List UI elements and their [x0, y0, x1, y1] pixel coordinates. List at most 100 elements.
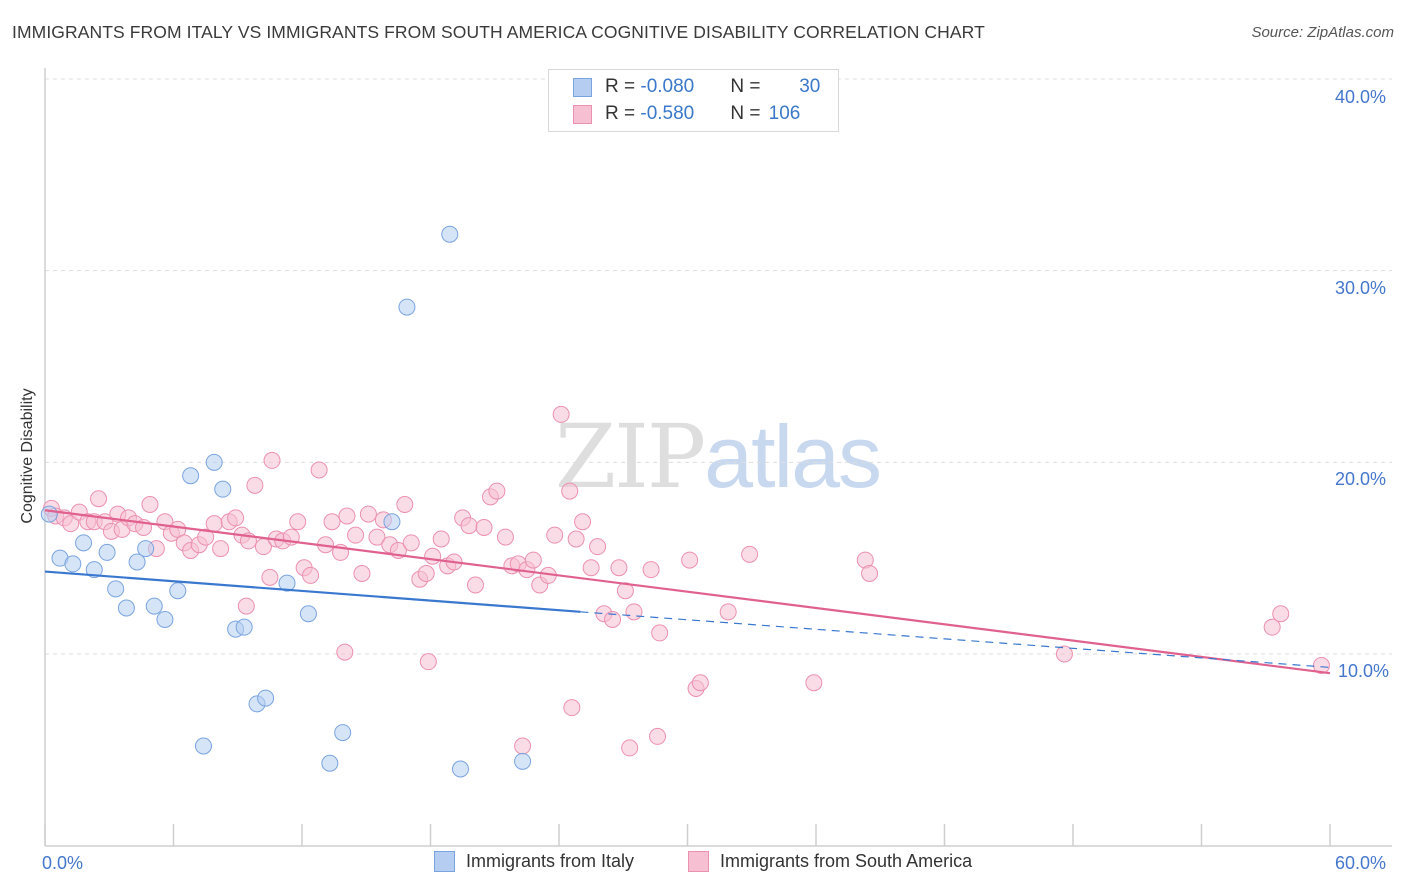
watermark: ZIPatlas — [555, 405, 882, 508]
legend-n-value-south-america: 106 — [768, 103, 801, 124]
legend-row-italy: R = -0.080 N = 30 — [573, 74, 820, 100]
legend-r-value-south-america: -0.580 — [640, 103, 695, 124]
italy-point — [75, 534, 93, 552]
italy-point — [383, 513, 401, 531]
italy-point — [128, 553, 146, 571]
italy-point — [441, 225, 459, 243]
south-america-point — [402, 534, 420, 552]
south-america-point — [353, 565, 371, 582]
y-tick-20: 20.0% — [1335, 469, 1387, 489]
y-tick-40: 40.0% — [1335, 87, 1387, 107]
x-tick-right: 60.0% — [1335, 853, 1387, 873]
legend-r-label: R = — [605, 76, 641, 97]
south-america-point — [310, 461, 328, 479]
legend-swatch-italy — [573, 77, 592, 97]
south-america-point — [649, 727, 667, 745]
south-america-point — [1272, 605, 1290, 623]
italy-point — [194, 737, 212, 755]
south-america-point — [347, 526, 365, 544]
south-america-point — [396, 496, 414, 513]
south-america-point — [359, 505, 377, 523]
italy-point — [278, 574, 296, 592]
italy-point — [205, 453, 223, 471]
south-america-point — [227, 509, 245, 527]
watermark-atlas: atlas — [704, 407, 882, 506]
italy-point — [299, 605, 317, 623]
south-america-point — [582, 559, 600, 577]
south-america-point — [302, 566, 320, 584]
x-tick-left: 0.0% — [42, 853, 84, 873]
y-tick-10: 10.0% — [1338, 661, 1390, 681]
south-america-point — [1312, 657, 1330, 674]
italy-point — [398, 298, 416, 316]
bottom-legend-label-italy: Immigrants from Italy — [466, 851, 635, 871]
south-america-point — [524, 551, 542, 569]
y-tick-30: 30.0% — [1335, 278, 1387, 298]
south-america-point — [604, 611, 622, 628]
italy-point — [156, 611, 174, 628]
south-america-point — [741, 545, 759, 563]
south-america-point — [237, 597, 255, 615]
south-america-trend-line — [44, 509, 1331, 675]
south-america-point — [289, 513, 307, 531]
legend-n-value-italy: 30 — [799, 76, 821, 97]
south-america-point — [466, 576, 484, 594]
trend-lines — [44, 509, 1331, 675]
south-america-point — [625, 603, 643, 621]
south-america-point — [323, 513, 341, 531]
italy-point — [85, 561, 103, 579]
legend-n-label: N = — [730, 76, 766, 97]
south-america-point — [805, 674, 823, 692]
south-america-point — [610, 559, 628, 577]
italy-point — [334, 724, 352, 742]
italy-point — [137, 540, 155, 558]
italy-point — [145, 597, 163, 615]
italy-point — [64, 555, 82, 573]
legend-row-south-america: R = -0.580 N = 106 — [573, 101, 800, 127]
italy-trend-line — [44, 570, 581, 613]
italy-point — [451, 760, 469, 778]
south-america-point — [417, 565, 435, 582]
italy-point — [321, 754, 339, 772]
chart-title: IMMIGRANTS FROM ITALY VS IMMIGRANTS FROM… — [12, 22, 985, 42]
legend-swatch-south-america — [573, 104, 592, 124]
south-america-point — [514, 737, 532, 755]
south-america-point — [574, 513, 592, 531]
south-america-point — [212, 540, 230, 558]
italy-point — [117, 599, 135, 617]
legend: R = -0.080 N = 30 R = -0.580 N = 106 — [548, 69, 839, 132]
south-america-point — [338, 507, 356, 525]
south-america-point — [561, 482, 579, 500]
italy-point — [257, 689, 275, 707]
legend-r-label: R = — [605, 103, 641, 124]
legend-n-label: N = — [730, 103, 766, 124]
watermark-zip: ZIP — [555, 405, 706, 508]
south-america-point — [62, 515, 80, 533]
bottom-legend-swatch-italy — [434, 851, 455, 872]
south-america-point — [1055, 645, 1073, 663]
south-america-point — [546, 526, 564, 544]
south-america-point — [488, 482, 506, 500]
south-america-point — [861, 565, 879, 582]
italy-point — [514, 752, 532, 770]
south-america-point — [1263, 618, 1281, 636]
italy-point — [98, 543, 116, 561]
south-america-point — [419, 653, 437, 671]
grid-lines — [45, 78, 1392, 655]
bottom-legend-italy: Immigrants from Italy — [434, 851, 634, 872]
south-america-point — [460, 517, 478, 535]
south-america-point — [261, 568, 279, 586]
south-america-point — [719, 603, 737, 621]
south-america-point — [563, 699, 581, 717]
italy-point — [182, 467, 200, 485]
south-america-point — [424, 547, 442, 565]
south-america-point — [197, 528, 215, 546]
south-america-points — [42, 405, 1330, 757]
bottom-legend-swatch-south-america — [688, 851, 709, 872]
bottom-legend-label-south-america: Immigrants from South America — [720, 851, 973, 871]
south-america-point — [496, 528, 514, 546]
italy-point — [107, 580, 125, 598]
italy-point — [214, 480, 232, 498]
italy-point — [235, 618, 253, 636]
